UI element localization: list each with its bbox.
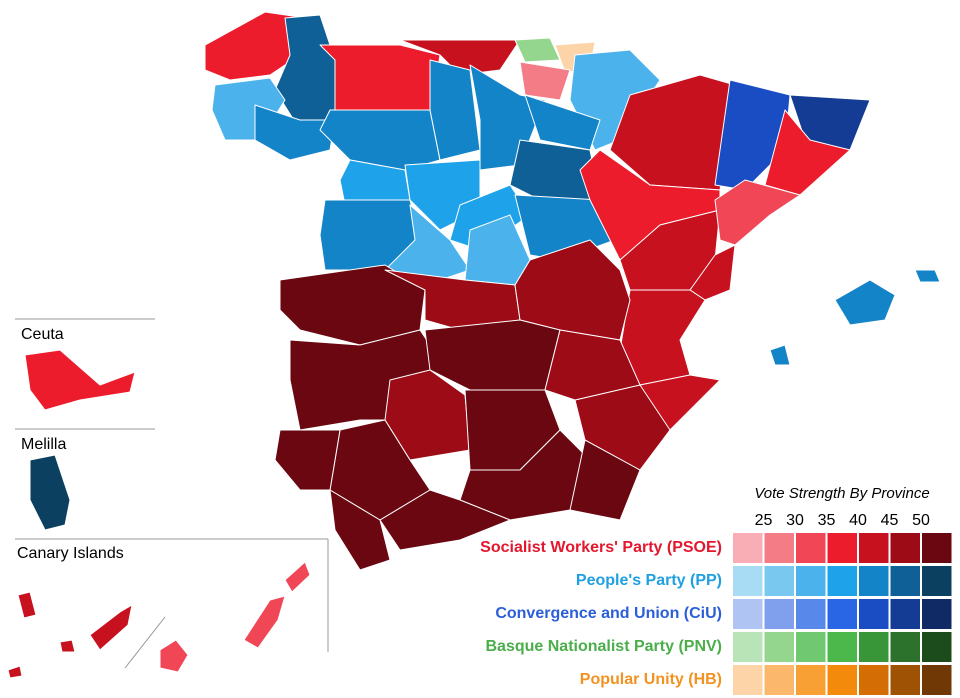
legend-swatch: [764, 566, 794, 596]
province: [569, 439, 641, 521]
province: [764, 109, 851, 196]
scale-tick-label: 45: [881, 512, 899, 529]
island: [284, 561, 311, 593]
legend-swatch: [827, 533, 857, 563]
island: [59, 639, 76, 653]
province: [379, 489, 511, 551]
legend-swatch: [764, 665, 794, 695]
legend-swatch: [922, 599, 952, 629]
inset-label: Melilla: [21, 436, 66, 453]
legend-swatch: [764, 632, 794, 662]
party-name: Convergence and Union (CiU): [495, 605, 722, 622]
party-name: Basque Nationalist Party (PNV): [486, 638, 723, 655]
legend-swatch: [890, 599, 920, 629]
legend-swatch: [733, 665, 763, 695]
canary-islands: [7, 561, 311, 679]
province: [329, 489, 391, 571]
province: [274, 429, 341, 491]
province: [319, 109, 441, 171]
legend-swatch: [827, 566, 857, 596]
island: [17, 591, 37, 619]
inset-label: Ceuta: [21, 326, 64, 343]
legend-swatch: [827, 599, 857, 629]
legend-swatch: [890, 665, 920, 695]
legend-swatch: [733, 566, 763, 596]
inset-label: Canary Islands: [17, 545, 124, 562]
island: [243, 595, 286, 649]
insets: [15, 318, 329, 669]
legend-swatch: [922, 533, 952, 563]
legend-swatch: [890, 566, 920, 596]
legend-swatch: [733, 632, 763, 662]
legend-swatch: [796, 665, 826, 695]
legend-swatch: [890, 533, 920, 563]
province: [519, 61, 571, 101]
province: [424, 319, 561, 391]
scale-tick-label: 35: [818, 512, 836, 529]
legend-swatch: [922, 566, 952, 596]
legend-swatch: [890, 632, 920, 662]
legend-swatch: [859, 566, 889, 596]
legend-swatch: [859, 533, 889, 563]
legend-swatch: [859, 632, 889, 662]
legend-swatch: [764, 599, 794, 629]
party-name: Popular Unity (HB): [580, 671, 722, 688]
legend-swatch: [796, 632, 826, 662]
legend-swatch: [922, 665, 952, 695]
scale-tick-label: 40: [849, 512, 867, 529]
island: [159, 639, 189, 673]
province: [769, 344, 791, 366]
legend-swatch: [796, 599, 826, 629]
legend-swatch: [827, 665, 857, 695]
province: [254, 104, 336, 161]
province: [834, 279, 896, 326]
province: [514, 37, 561, 63]
legend-swatch: [859, 599, 889, 629]
legend-swatch: [796, 533, 826, 563]
legend: 25 30 35 40 45 50 Socialist Workers' Party (PS…: [480, 512, 952, 695]
melilla-shape: [29, 454, 71, 531]
legend-swatch: [764, 533, 794, 563]
mainland-map: [204, 11, 941, 571]
legend-title: Vote Strength By Province: [754, 485, 929, 502]
province: [544, 329, 641, 401]
party-name: People's Party (PP): [576, 572, 722, 589]
province: [429, 59, 481, 161]
scale-tick-label: 30: [786, 512, 804, 529]
legend-swatch: [733, 599, 763, 629]
legend-swatch: [859, 665, 889, 695]
party-name: Socialist Workers' Party (PSOE): [480, 539, 722, 556]
ceuta-shape: [24, 349, 136, 411]
scale-tick-label: 50: [912, 512, 930, 529]
legend-swatch: [796, 566, 826, 596]
island: [7, 665, 23, 679]
legend-swatch: [733, 533, 763, 563]
inset-divider: [124, 616, 166, 669]
province: [914, 269, 941, 283]
island: [89, 604, 133, 651]
province: [319, 44, 441, 121]
scale-tick-label: 25: [755, 512, 773, 529]
legend-swatch: [922, 632, 952, 662]
legend-swatch: [827, 632, 857, 662]
